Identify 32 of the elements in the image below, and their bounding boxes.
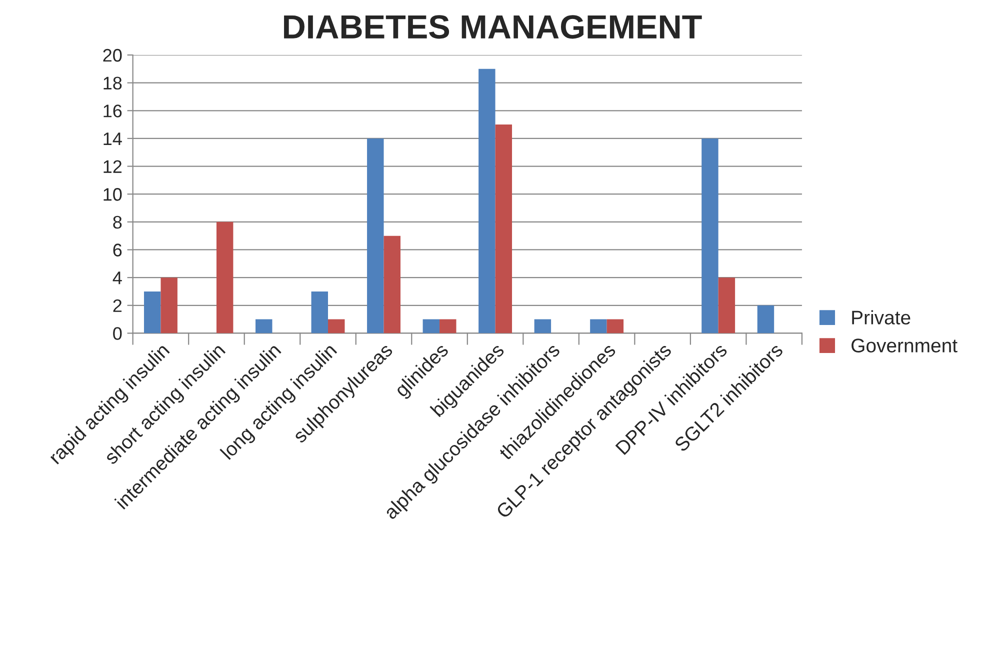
bar <box>328 319 345 334</box>
bar <box>440 319 456 334</box>
bar <box>144 291 161 334</box>
y-tick-label: 6 <box>113 244 122 256</box>
bar <box>495 124 512 334</box>
y-tick-label: 8 <box>113 216 122 229</box>
bar <box>422 319 440 334</box>
bar <box>384 236 400 334</box>
y-tick-label: 18 <box>104 76 122 90</box>
bar <box>256 319 272 334</box>
y-tick-label: 12 <box>104 160 122 173</box>
bar <box>311 291 328 334</box>
y-tick-label: 2 <box>113 299 122 312</box>
legend-label: Government <box>852 338 958 352</box>
y-tick-label: 14 <box>104 132 122 145</box>
bar <box>216 222 234 334</box>
bar <box>478 68 496 334</box>
legend-label: Private <box>852 310 910 324</box>
bar <box>534 319 552 334</box>
chart-title: DIABETES MANAGEMENT <box>284 15 702 39</box>
y-tick-label: 4 <box>112 272 122 284</box>
bar <box>367 138 384 334</box>
bar <box>757 305 774 334</box>
bar <box>590 319 607 334</box>
bar <box>606 319 624 334</box>
bar <box>718 278 736 334</box>
y-tick-label: 20 <box>103 48 122 62</box>
y-tick-label: 10 <box>104 188 122 201</box>
bar <box>160 278 178 334</box>
y-tick-label: 0 <box>113 327 122 340</box>
bar <box>702 138 718 334</box>
y-tick-label: 16 <box>104 104 122 118</box>
